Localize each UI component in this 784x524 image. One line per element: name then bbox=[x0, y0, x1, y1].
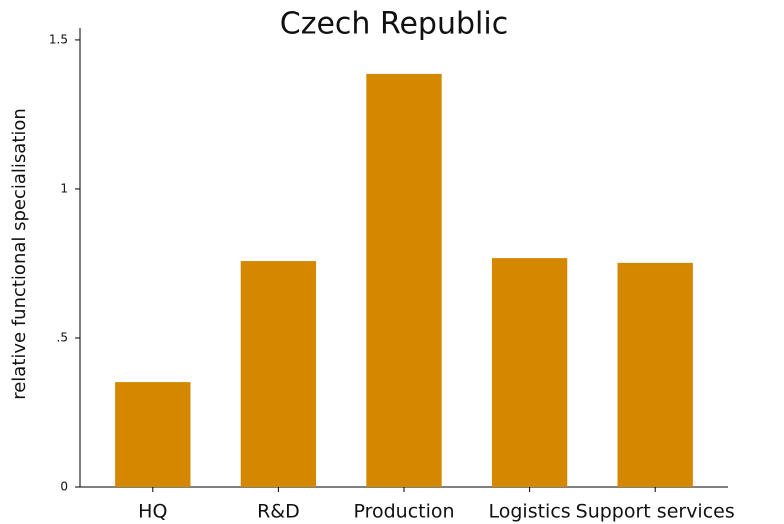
y-tick-label: 1 bbox=[60, 181, 68, 195]
x-tick-label: Production bbox=[353, 501, 454, 523]
y-axis-label: relative functional specialisation bbox=[9, 108, 30, 400]
bar bbox=[115, 382, 191, 487]
y-tick-label: .5 bbox=[57, 330, 68, 344]
x-tick-label: Support services bbox=[576, 501, 735, 523]
x-tick-label: R&D bbox=[257, 501, 300, 523]
bar bbox=[617, 262, 693, 487]
bar bbox=[240, 261, 317, 487]
x-tick-label: Logistics bbox=[488, 501, 570, 523]
y-tick-label: 0 bbox=[60, 480, 68, 494]
y-tick-label: 1.5 bbox=[49, 32, 68, 46]
bar bbox=[491, 258, 568, 487]
bar bbox=[366, 73, 442, 488]
x-tick-label: HQ bbox=[138, 501, 167, 523]
chart-title: Czech Republic bbox=[280, 7, 508, 42]
